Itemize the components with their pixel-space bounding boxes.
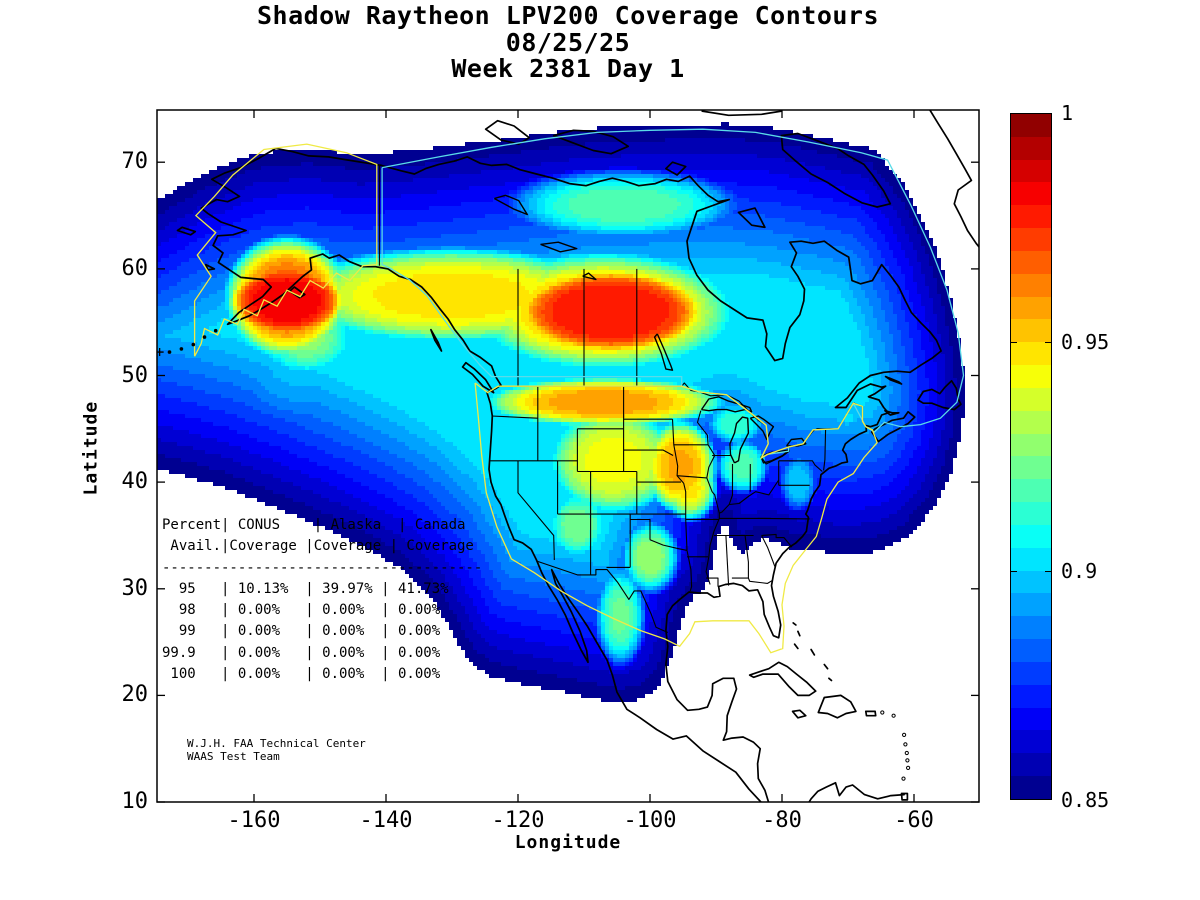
colorbar-tick-label: 1 (1061, 101, 1074, 125)
colorbar-segment (1011, 456, 1051, 480)
colorbar-segment (1011, 776, 1051, 799)
colorbar-tick-label: 0.95 (1061, 330, 1110, 354)
colorbar-tick-label: 0.9 (1061, 559, 1098, 583)
colorbar-segment (1011, 114, 1051, 137)
colorbar (1010, 113, 1052, 800)
colorbar-segment (1011, 250, 1051, 274)
chart-date: 08/25/25 (505, 28, 631, 57)
x-axis-label: Longitude (514, 832, 622, 853)
colorbar-segment (1011, 684, 1051, 708)
colorbar-segment (1011, 319, 1051, 343)
colorbar-segment (1011, 365, 1051, 388)
colorbar-tick (1011, 571, 1017, 572)
colorbar-tick-label: 0.85 (1061, 788, 1110, 812)
colorbar-segment (1011, 479, 1051, 503)
colorbar-segment (1011, 159, 1051, 183)
x-tick-label: -120 (491, 808, 545, 833)
colorbar-segment (1011, 661, 1051, 685)
x-tick-label: -80 (762, 808, 802, 833)
credit-line2: WAAS Test Team (187, 750, 280, 763)
contour-map-canvas (157, 110, 979, 802)
x-tick-label: -140 (359, 808, 413, 833)
credit-text: W.J.H. FAA Technical Center WAAS Test Te… (187, 737, 366, 763)
colorbar-tick (1045, 342, 1051, 343)
colorbar-segment (1011, 639, 1051, 662)
colorbar-tick (1045, 571, 1051, 572)
y-tick-label: 50 (121, 362, 149, 388)
colorbar-segment (1011, 410, 1051, 434)
y-tick-label: 20 (121, 682, 149, 708)
colorbar-segment (1011, 136, 1051, 160)
colorbar-segment (1011, 547, 1051, 571)
colorbar-segment (1011, 182, 1051, 206)
colorbar-segment (1011, 707, 1051, 731)
colorbar-segment (1011, 570, 1051, 594)
y-tick-label: 70 (121, 149, 149, 175)
y-tick-label: 10 (121, 789, 149, 815)
x-tick-label: -160 (227, 808, 281, 833)
chart-week-day: Week 2381 Day 1 (451, 54, 685, 83)
x-tick-label: -60 (894, 808, 934, 833)
chart-title: Shadow Raytheon LPV200 Coverage Contours (256, 1, 880, 30)
colorbar-segment (1011, 296, 1051, 320)
colorbar-segment (1011, 730, 1051, 754)
y-tick-label: 30 (121, 575, 149, 601)
colorbar-segment (1011, 342, 1051, 366)
coverage-stats-table: Percent| CONUS | Alaska | Canada Avail.|… (162, 517, 483, 683)
map-plot-area (157, 110, 979, 802)
colorbar-tick (1011, 342, 1017, 343)
x-tick-label: -100 (623, 808, 677, 833)
colorbar-segment (1011, 205, 1051, 229)
colorbar-segment (1011, 593, 1051, 617)
colorbar-segment (1011, 433, 1051, 457)
colorbar-segment (1011, 228, 1051, 251)
colorbar-segment (1011, 387, 1051, 411)
colorbar-segment (1011, 273, 1051, 297)
colorbar-segment (1011, 524, 1051, 548)
colorbar-segment (1011, 616, 1051, 640)
colorbar-segment (1011, 753, 1051, 777)
y-tick-label: 60 (121, 255, 149, 281)
credit-line1: W.J.H. FAA Technical Center (187, 737, 366, 750)
y-tick-label: 40 (121, 469, 149, 495)
colorbar-segment (1011, 502, 1051, 525)
